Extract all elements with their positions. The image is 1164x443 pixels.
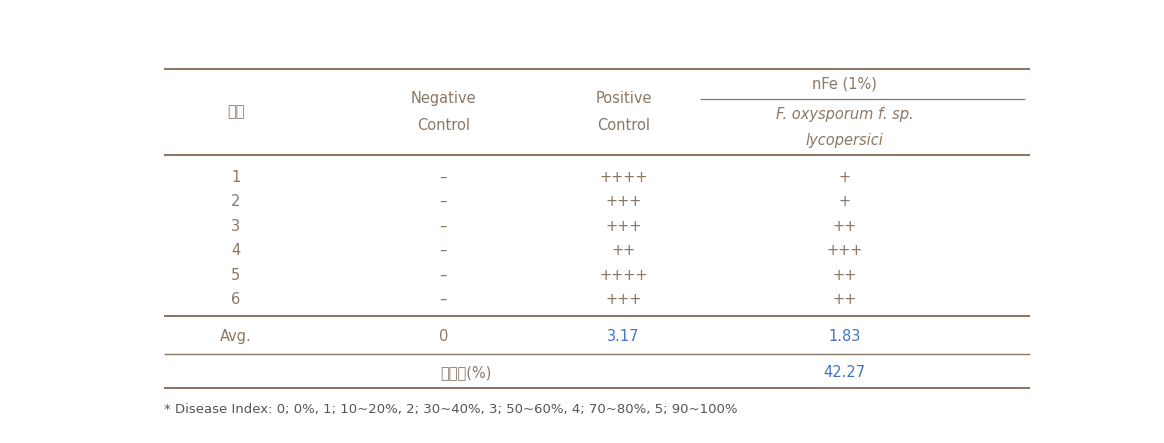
Text: –: –: [440, 292, 447, 307]
Text: –: –: [440, 243, 447, 258]
Text: 5: 5: [232, 268, 240, 283]
Text: 3: 3: [232, 218, 240, 233]
Text: nFe (1%): nFe (1%): [812, 76, 876, 91]
Text: ++: ++: [832, 268, 857, 283]
Text: –: –: [440, 194, 447, 209]
Text: 방제가(%): 방제가(%): [440, 365, 491, 380]
Text: +: +: [838, 170, 851, 185]
Text: lycopersici: lycopersici: [805, 133, 883, 148]
Text: 0: 0: [439, 330, 448, 345]
Text: +++: +++: [826, 243, 863, 258]
Text: 1.83: 1.83: [829, 330, 861, 345]
Text: Negative: Negative: [411, 91, 476, 106]
Text: –: –: [440, 170, 447, 185]
Text: Control: Control: [597, 118, 651, 133]
Text: ++: ++: [611, 243, 636, 258]
Text: 2: 2: [230, 194, 241, 209]
Text: 3.17: 3.17: [608, 330, 640, 345]
Text: 4: 4: [232, 243, 240, 258]
Text: –: –: [440, 268, 447, 283]
Text: +++: +++: [605, 218, 641, 233]
Text: * Disease Index: 0; 0%, 1; 10~20%, 2; 30~40%, 3; 50~60%, 4; 70~80%, 5; 90~100%: * Disease Index: 0; 0%, 1; 10~20%, 2; 30…: [163, 403, 737, 416]
Text: Control: Control: [417, 118, 470, 133]
Text: 1: 1: [232, 170, 240, 185]
Text: Avg.: Avg.: [220, 330, 251, 345]
Text: 6: 6: [232, 292, 240, 307]
Text: 반복: 반복: [227, 105, 244, 120]
Text: ++++: ++++: [599, 170, 648, 185]
Text: +++: +++: [605, 194, 641, 209]
Text: 42.27: 42.27: [824, 365, 866, 380]
Text: +: +: [838, 194, 851, 209]
Text: ++: ++: [832, 218, 857, 233]
Text: +++: +++: [605, 292, 641, 307]
Text: F. oxysporum f. sp.: F. oxysporum f. sp.: [776, 107, 914, 122]
Text: –: –: [440, 218, 447, 233]
Text: Positive: Positive: [595, 91, 652, 106]
Text: ++: ++: [832, 292, 857, 307]
Text: ++++: ++++: [599, 268, 648, 283]
